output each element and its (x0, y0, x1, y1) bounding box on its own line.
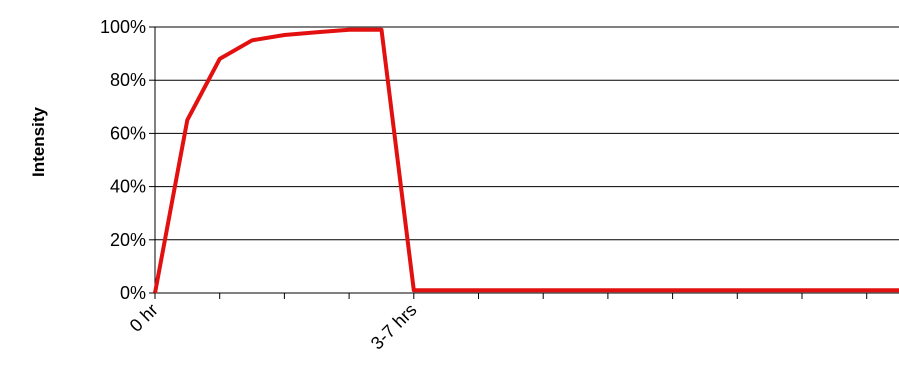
series-line-0 (153, 27, 899, 294)
y-axis-title: Intensity (29, 107, 48, 177)
axes (154, 27, 899, 299)
x-tick-labels: 0 hr 3-7 hrs (126, 300, 421, 354)
x-tick-label: 3-7 hrs (367, 300, 421, 354)
y-tick-label: 0% (120, 283, 146, 303)
y-tick-label: 20% (110, 230, 146, 250)
y-tick-label: 100% (100, 17, 146, 37)
gridlines (149, 26, 899, 294)
y-tick-label: 60% (110, 123, 146, 143)
y-tick-label: 40% (110, 177, 146, 197)
y-tick-labels: 0% 20% 40% 60% 80% 100% (100, 17, 146, 303)
y-tick-label: 80% (110, 70, 146, 90)
series-group (153, 27, 899, 294)
x-tick-label: 0 hr (126, 300, 162, 336)
